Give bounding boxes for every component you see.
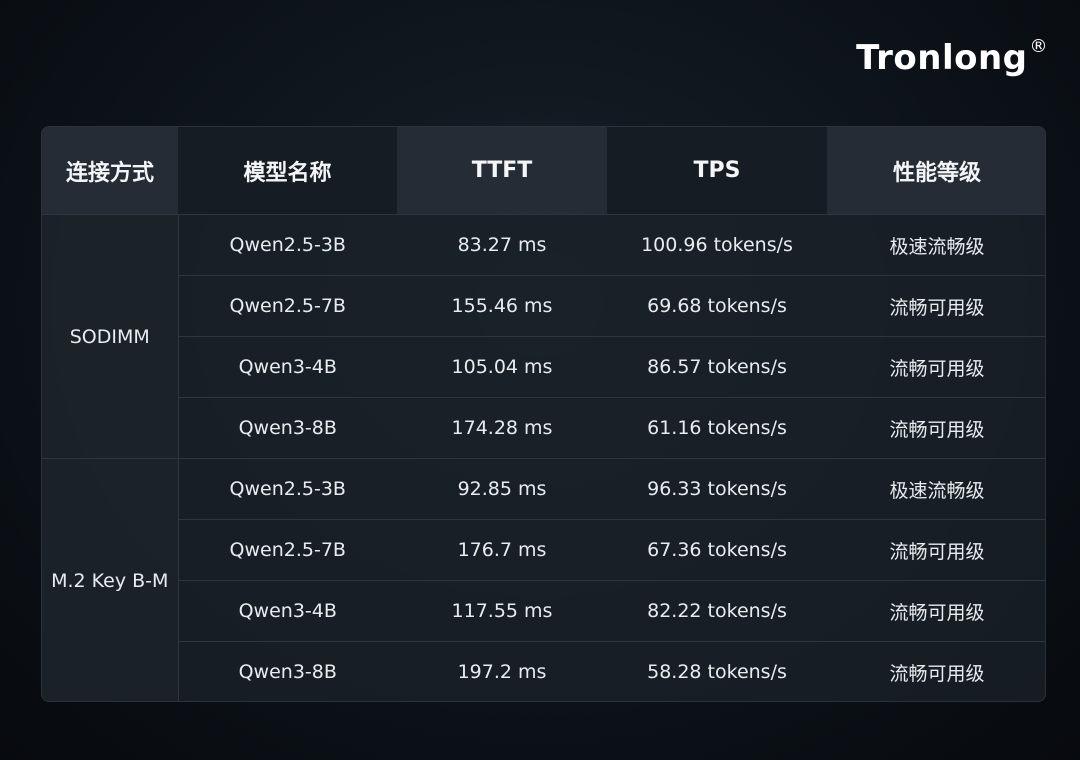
table-cell: 流畅可用级 — [827, 397, 1045, 459]
table-row: Qwen3-8B 197.2 ms 58.28 tokens/s 流畅可用级 — [42, 641, 1045, 701]
table: 连接方式 模型名称 TTFT TPS 性能等级 SODIMM Qwen2.5-3B 83.2… — [42, 127, 1045, 701]
table-cell: Qwen2.5-3B — [178, 458, 397, 520]
table-cell: 流畅可用级 — [827, 519, 1045, 581]
table-head: 连接方式 模型名称 TTFT TPS 性能等级 — [42, 127, 1045, 215]
header-row: 连接方式 模型名称 TTFT TPS 性能等级 — [42, 127, 1045, 215]
table-body: SODIMM Qwen2.5-3B 83.27 ms 100.96 tokens/s 极… — [42, 214, 1045, 701]
table-cell: 67.36 tokens/s — [607, 519, 827, 581]
table-cell: 极速流畅级 — [827, 458, 1045, 520]
table-cell: 61.16 tokens/s — [607, 397, 827, 459]
table-row: Qwen3-8B 174.28 ms 61.16 tokens/s 流畅可用级 — [42, 397, 1045, 459]
table-cell: Qwen3-4B — [178, 336, 397, 398]
table-row: Qwen2.5-7B 155.46 ms 69.68 tokens/s 流畅可用级 — [42, 275, 1045, 337]
table-row: Qwen3-4B 117.55 ms 82.22 tokens/s 流畅可用级 — [42, 580, 1045, 642]
table-cell: 流畅可用级 — [827, 275, 1045, 337]
brand-name: Tronlong — [856, 38, 1028, 78]
table-cell: 155.46 ms — [397, 275, 607, 337]
table-cell: 92.85 ms — [397, 458, 607, 520]
table-cell: 100.96 tokens/s — [607, 214, 827, 276]
table-row: M.2 Key B-M Qwen2.5-3B 92.85 ms 96.33 token… — [42, 458, 1045, 701]
table-cell: Qwen2.5-7B — [178, 519, 397, 581]
table-cell: Qwen3-8B — [178, 397, 397, 459]
table-cell: 176.7 ms — [397, 519, 607, 581]
table-cell: Qwen3-4B — [178, 580, 397, 642]
brand-mark: ® — [1029, 36, 1048, 57]
brand-logo: Tronlong ® — [856, 36, 1048, 78]
table-cell: 流畅可用级 — [827, 641, 1045, 701]
table-cell: 105.04 ms — [397, 336, 607, 398]
table-panel: 连接方式 模型名称 TTFT TPS 性能等级 SODIMM Qwen2.5-3B 83.2… — [41, 126, 1046, 702]
column-header: 连接方式 — [42, 127, 178, 215]
table-cell: 174.28 ms — [397, 397, 607, 459]
table-row: Qwen3-4B 105.04 ms 86.57 tokens/s 流畅可用级 — [42, 336, 1045, 398]
table-cell: Qwen2.5-7B — [178, 275, 397, 337]
table-cell: Qwen2.5-3B — [178, 214, 397, 276]
column-header: TPS — [607, 127, 827, 215]
column-header: TTFT — [397, 127, 607, 215]
table-cell: 117.55 ms — [397, 580, 607, 642]
table-row: SODIMM Qwen2.5-3B 83.27 ms 100.96 tokens/s 极… — [42, 214, 1045, 459]
group-label: SODIMM — [42, 214, 179, 459]
table-cell: 197.2 ms — [397, 641, 607, 701]
table-cell: 流畅可用级 — [827, 580, 1045, 642]
table-cell: 58.28 tokens/s — [607, 641, 827, 701]
table-cell: Qwen3-8B — [178, 641, 397, 701]
column-header: 模型名称 — [178, 127, 397, 215]
group-label: M.2 Key B-M — [42, 458, 179, 701]
table-cell: 86.57 tokens/s — [607, 336, 827, 398]
table-cell: 82.22 tokens/s — [607, 580, 827, 642]
table-cell: 83.27 ms — [397, 214, 607, 276]
table-cell: 流畅可用级 — [827, 336, 1045, 398]
table-cell: 69.68 tokens/s — [607, 275, 827, 337]
table-cell: 极速流畅级 — [827, 214, 1045, 276]
table-cell: 96.33 tokens/s — [607, 458, 827, 520]
table-row: Qwen2.5-7B 176.7 ms 67.36 tokens/s 流畅可用级 — [42, 519, 1045, 581]
column-header: 性能等级 — [827, 127, 1045, 215]
